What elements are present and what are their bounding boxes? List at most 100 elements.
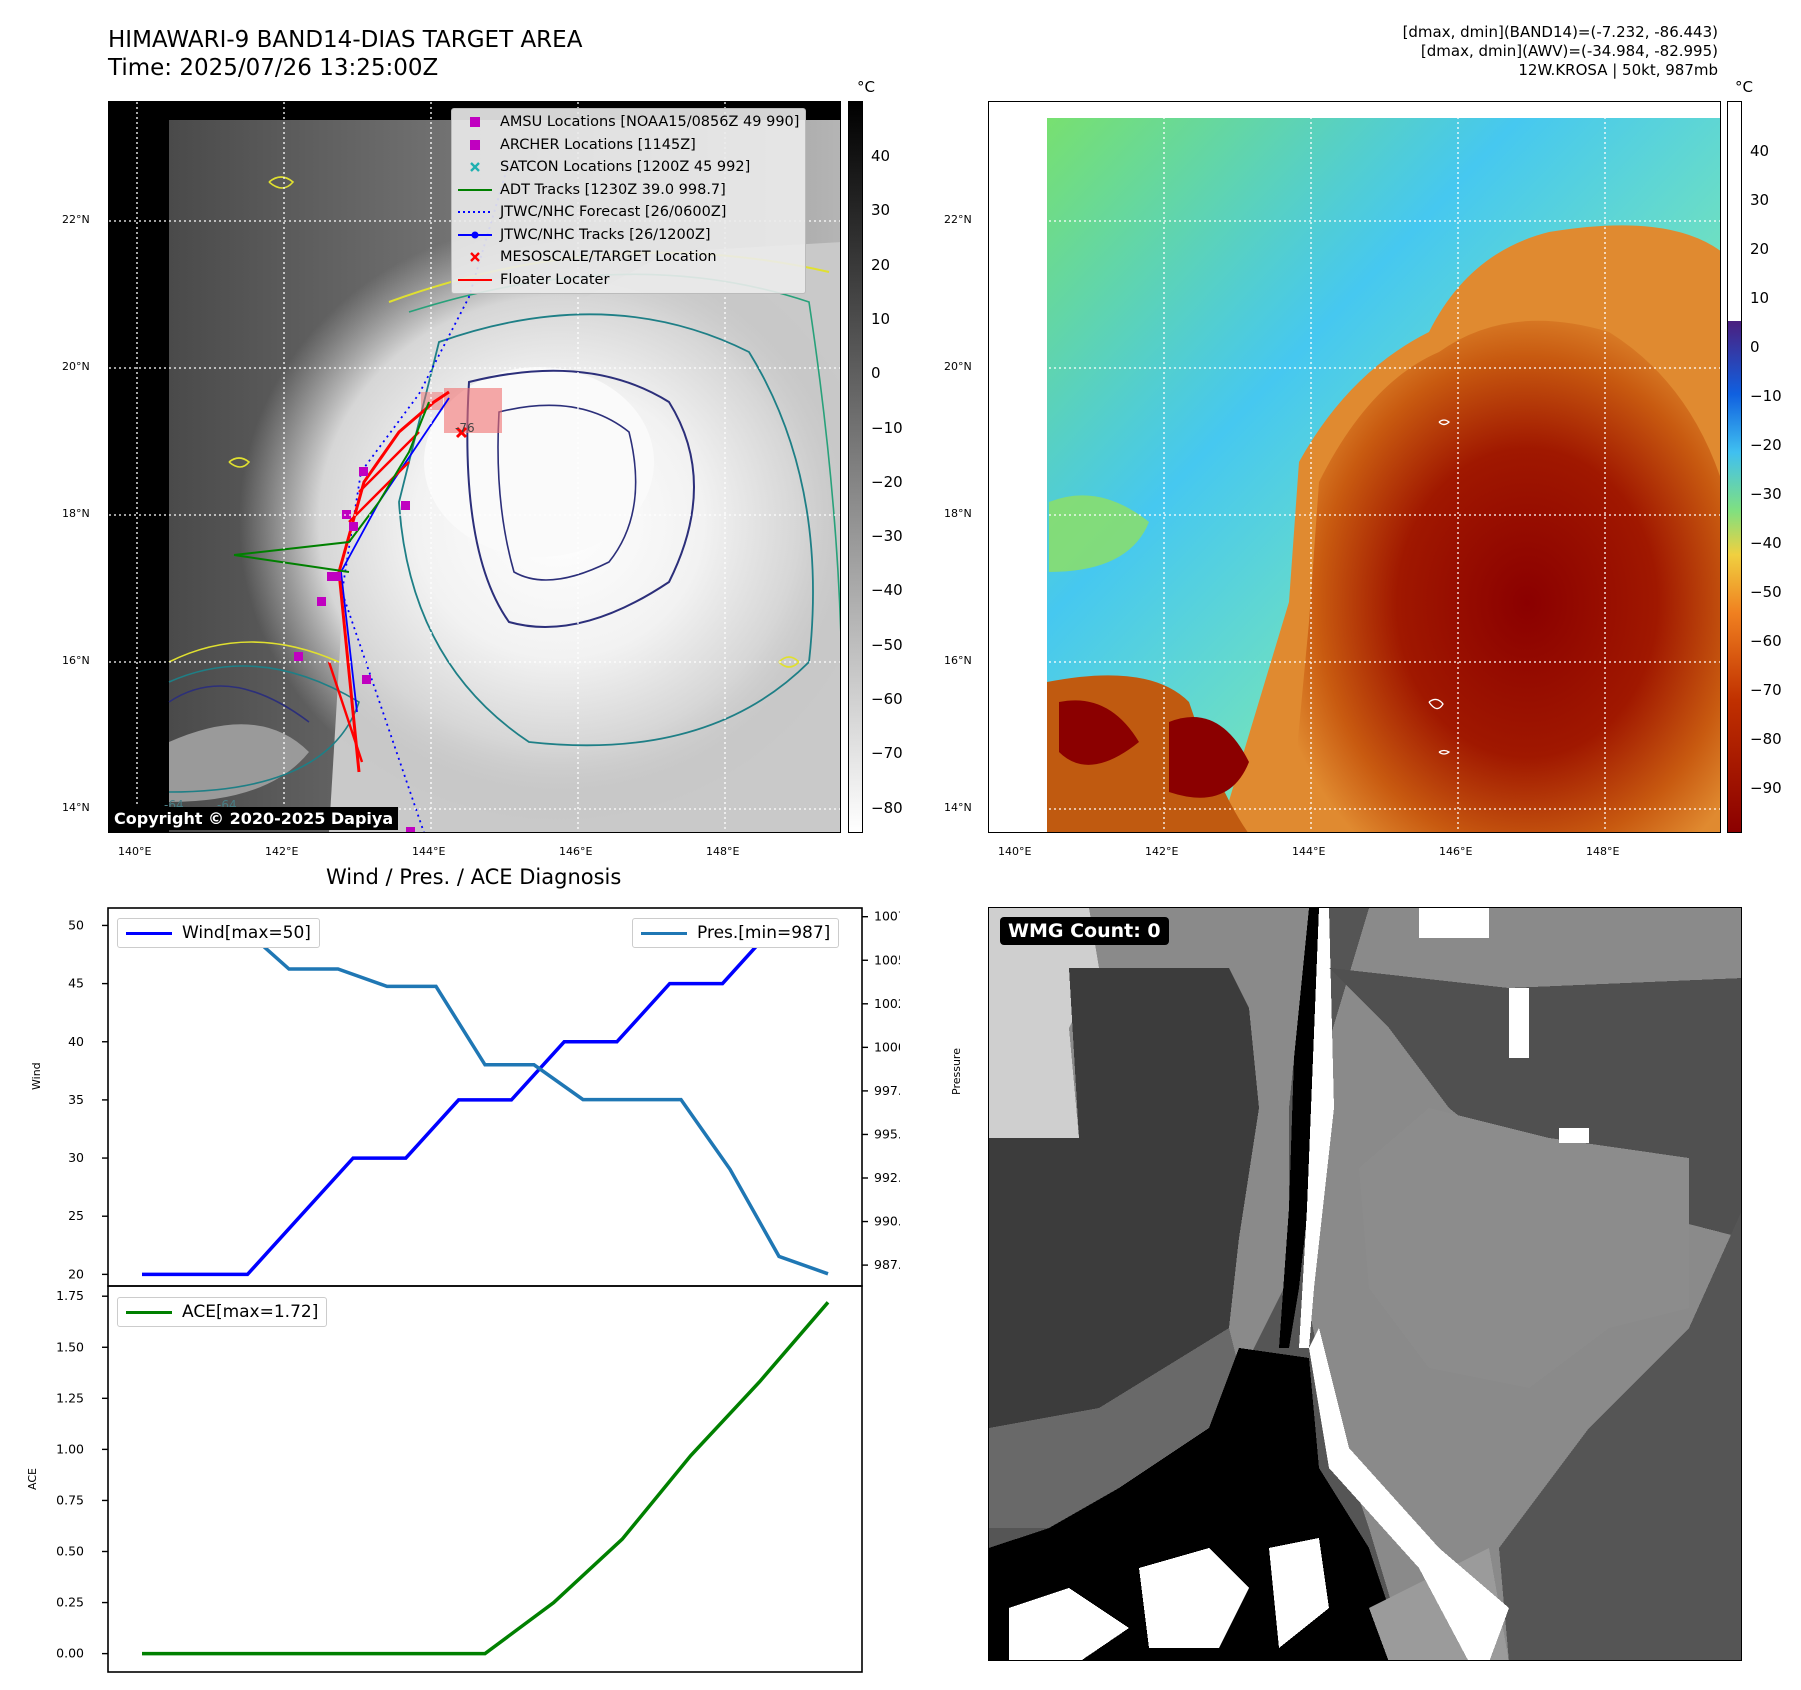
gray-colorbar-tick: −50 [871, 635, 903, 654]
lon-label: 148°E [706, 845, 740, 858]
lon-label: 140°E [118, 845, 152, 858]
band14-range: [dmax, dmin](BAND14)=(-7.232, -86.443) [1402, 23, 1718, 41]
color-colorbar-tick: −80 [1750, 730, 1782, 748]
wind-axis-tick-label: 50 [68, 917, 84, 932]
ace-axis: 1.75 1.50 1.25 1.00 0.75 0.50 0.25 0.00 [56, 1288, 108, 1661]
pressure-axis-tick-label: 987.5 [874, 1257, 900, 1272]
color-colorbar-tick: −10 [1750, 387, 1782, 405]
contour-label-1: -76 [455, 421, 475, 435]
lat-label: 20°N [62, 360, 90, 373]
lon-label: 142°E [265, 845, 299, 858]
lat-label: 22°N [62, 213, 90, 226]
legend-item-satcon: SATCON Locations [1200Z 45 992] [458, 156, 799, 179]
gray-colorbar-tick: 40 [871, 147, 891, 165]
lat-label: 18°N [62, 507, 90, 520]
lat-label: 20°N [944, 360, 972, 373]
pressure-axis-label: Pressure [950, 1048, 963, 1095]
gray-colorbar-tick: 10 [871, 309, 891, 328]
lon-label: 144°E [1292, 845, 1326, 858]
ace-axis-tick-label: 1.00 [56, 1441, 84, 1456]
pressure-axis-tick-label: 1005.0 [874, 952, 900, 967]
wind-legend-swatch [126, 931, 172, 935]
lat-label: 14°N [62, 801, 90, 814]
legend-item-tracks: JTWC/NHC Tracks [26/1200Z] [458, 224, 799, 247]
gray-colorbar-unit: °C [857, 78, 875, 96]
figure-title: HIMAWARI-9 BAND14-DIAS TARGET AREA Time:… [108, 26, 582, 82]
pressure-axis-tick-label: 1002.5 [874, 996, 900, 1011]
title-line-2: Time: 2025/07/26 13:25:00Z [108, 55, 439, 81]
lat-label: 22°N [944, 213, 972, 226]
map-legend: AMSU Locations [NOAA15/0856Z 49 990] ARC… [451, 108, 807, 294]
awv-map-panel [988, 101, 1721, 833]
wind-legend: Wind[max=50] [117, 918, 320, 948]
legend-item-amsu: AMSU Locations [NOAA15/0856Z 49 990] [458, 111, 799, 134]
square-marker-icon [458, 117, 492, 128]
gray-colorbar-tick: −30 [871, 527, 903, 546]
ace-axis-label: ACE [26, 1468, 39, 1490]
color-colorbar-tick: −20 [1750, 436, 1782, 454]
wind-axis-tick-label: 20 [68, 1266, 84, 1281]
legend-item-floater: Floater Locater [458, 269, 799, 292]
color-colorbar-unit: °C [1735, 78, 1753, 96]
color-colorbar-tick: −70 [1750, 681, 1782, 699]
wmg-raster [989, 908, 1741, 1660]
wind-axis-tick-label: 35 [68, 1092, 84, 1107]
pressure-legend-box: Pres.[min=987] [632, 918, 840, 948]
ace-axis-tick-label: 1.75 [56, 1288, 84, 1303]
ir-map-panel: -76 -64 -64 AMSU Locations [NOAA15/0856Z… [108, 101, 841, 833]
wind-axis-label: Wind [30, 1062, 43, 1090]
gray-colorbar-tick: −70 [871, 744, 903, 763]
ace-series-line [142, 1301, 830, 1656]
color-colorbar-tick: −90 [1750, 779, 1782, 797]
gray-colorbar-tick: −80 [871, 798, 903, 817]
ace-legend-swatch [126, 1310, 172, 1314]
awv-range: [dmax, dmin](AWV)=(-34.984, -82.995) [1420, 42, 1718, 60]
pressure-legend-swatch [641, 931, 687, 935]
ace-axis-tick-label: 0.50 [56, 1544, 84, 1559]
lon-label: 144°E [412, 845, 446, 858]
pressure-axis-tick-label: 997.5 [874, 1083, 900, 1098]
x-marker-icon [458, 252, 492, 263]
gray-colorbar-tick: 20 [871, 255, 891, 274]
color-colorbar-tick: 10 [1750, 289, 1770, 307]
line-marker-icon [458, 277, 492, 283]
wind-axis-tick-label: 30 [68, 1150, 84, 1165]
color-colorbar-tick: −50 [1750, 583, 1782, 601]
lat-label: 14°N [944, 801, 972, 814]
pressure-axis-tick-label: 992.5 [874, 1170, 900, 1185]
color-colorbar-tick: −30 [1750, 485, 1782, 503]
pressure-axis-tick-label: 1007.5 [874, 909, 900, 924]
lon-label: 142°E [1145, 845, 1179, 858]
copyright-label: Copyright © 2020-2025 Dapiya [109, 807, 399, 830]
gray-colorbar-tick: 30 [871, 201, 891, 220]
square-marker-icon [458, 139, 492, 150]
color-colorbar-tick: −60 [1750, 632, 1782, 650]
color-colorbar-tick: 0 [1750, 338, 1760, 356]
lon-label: 146°E [559, 845, 593, 858]
gray-colorbar-tick: −60 [871, 690, 903, 708]
color-colorbar [1727, 101, 1742, 833]
lat-label: 16°N [944, 654, 972, 667]
wind-series-line [142, 923, 828, 1277]
ace-legend: ACE[max=1.72] [117, 1297, 328, 1327]
gray-colorbar-tick: −20 [871, 472, 903, 491]
lon-label: 140°E [998, 845, 1032, 858]
awv-map [989, 102, 1720, 832]
lon-label: 148°E [1586, 845, 1620, 858]
gray-colorbar-tick: −40 [871, 581, 903, 600]
lon-label: 146°E [1439, 845, 1473, 858]
color-colorbar-tick: 40 [1750, 142, 1770, 160]
ace-axis-tick-label: 0.00 [56, 1646, 84, 1661]
legend-item-adt: ADT Tracks [1230Z 39.0 998.7] [458, 179, 799, 202]
wind-axis-tick-label: 40 [68, 1034, 84, 1049]
ace-axis-tick-label: 1.25 [56, 1390, 84, 1405]
diagnosis-chart: 50 45 40 35 30 25 20 1007.5 1005.0 1002.5 1000.0 9… [56, 907, 900, 1673]
pressure-axis-tick-label: 995.0 [874, 1126, 900, 1141]
diag-title: Wind / Pres. / ACE Diagnosis [326, 865, 622, 889]
gray-colorbar [848, 101, 863, 833]
wind-axis-tick-label: 25 [68, 1208, 84, 1223]
storm-info: [dmax, dmin](BAND14)=(-7.232, -86.443) [… [1403, 23, 1718, 80]
lat-label: 18°N [944, 507, 972, 520]
storm-id: 12W.KROSA | 50kt, 987mb [1518, 61, 1718, 79]
dot-line-icon [458, 231, 492, 239]
